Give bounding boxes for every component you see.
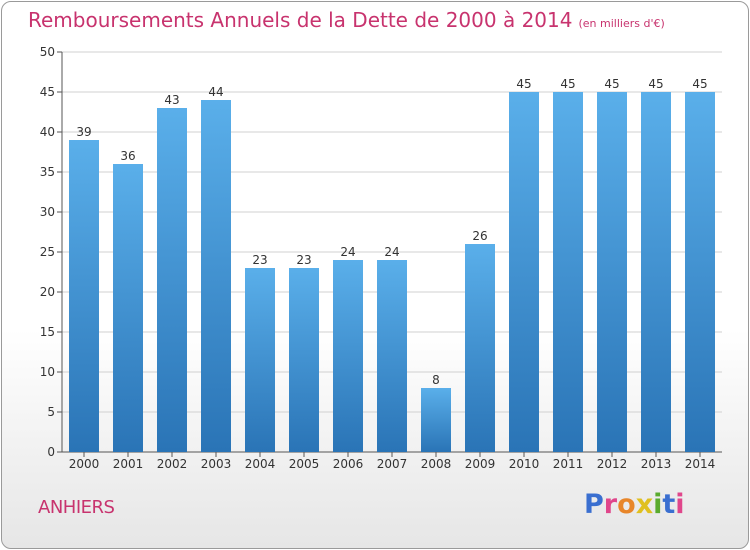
- y-tick-label: 30: [40, 205, 55, 219]
- x-tick-label: 2003: [201, 457, 232, 471]
- logo-letter: t: [662, 489, 676, 520]
- y-tick-label: 20: [40, 285, 55, 299]
- y-tick-label: 0: [47, 445, 55, 459]
- x-tick-label: 2002: [157, 457, 188, 471]
- y-tick-label: 10: [40, 365, 55, 379]
- x-tick-label: 2007: [377, 457, 408, 471]
- x-tick-label: 2013: [641, 457, 672, 471]
- bar-2006: [333, 260, 363, 452]
- x-tick-label: 2012: [597, 457, 628, 471]
- bar-2002: [157, 108, 187, 452]
- logo-letter: i: [675, 489, 685, 520]
- y-tick-label: 35: [40, 165, 55, 179]
- x-tick-label: 2005: [289, 457, 320, 471]
- data-label-2010: 45: [516, 77, 531, 91]
- data-label-2007: 24: [384, 245, 399, 259]
- x-tick-label: 2009: [465, 457, 496, 471]
- bar-2005: [289, 268, 319, 452]
- logo-letter: o: [617, 489, 636, 520]
- y-tick-label: 45: [40, 85, 55, 99]
- data-label-2000: 39: [76, 125, 91, 139]
- y-tick-label: 40: [40, 125, 55, 139]
- data-label-2001: 36: [120, 149, 135, 163]
- data-label-2003: 44: [208, 85, 223, 99]
- x-tick-label: 2011: [553, 457, 584, 471]
- data-label-2008: 8: [432, 373, 440, 387]
- x-tick-label: 2014: [685, 457, 716, 471]
- bar-2001: [113, 164, 143, 452]
- x-tick-label: 2010: [509, 457, 540, 471]
- data-label-2002: 43: [164, 93, 179, 107]
- bar-2000: [69, 140, 99, 452]
- data-label-2006: 24: [340, 245, 355, 259]
- bar-2013: [641, 92, 671, 452]
- y-tick-label: 50: [40, 45, 55, 59]
- logo-letter: i: [653, 489, 663, 520]
- x-tick-label: 2006: [333, 457, 364, 471]
- bar-2014: [685, 92, 715, 452]
- bar-2004: [245, 268, 275, 452]
- commune-name: ANHIERS: [38, 497, 115, 518]
- proxiti-logo: Proxiti: [584, 489, 685, 520]
- chart-title: Remboursements Annuels de la Dette de 20…: [28, 8, 665, 32]
- x-tick-label: 2000: [69, 457, 100, 471]
- data-label-2004: 23: [252, 253, 267, 267]
- logo-letter: r: [603, 489, 618, 520]
- data-label-2013: 45: [648, 77, 663, 91]
- bar-2008: [421, 388, 451, 452]
- data-label-2009: 26: [472, 229, 487, 243]
- bar-2011: [553, 92, 583, 452]
- y-tick-label: 25: [40, 245, 55, 259]
- axes: 0 5 10 15 20 25 30 35 40 45 50 2000 2001 2002 2003 2004…: [40, 45, 722, 471]
- x-tick-label: 2001: [113, 457, 144, 471]
- chart-title-text: Remboursements Annuels de la Dette de 20…: [28, 8, 573, 32]
- bar-2003: [201, 100, 231, 452]
- bar-2007: [377, 260, 407, 452]
- x-tick-label: 2004: [245, 457, 276, 471]
- bar-2009: [465, 244, 495, 452]
- data-label-2012: 45: [604, 77, 619, 91]
- bars: [69, 92, 715, 452]
- data-label-2005: 23: [296, 253, 311, 267]
- logo-letter: P: [584, 489, 604, 520]
- data-labels: 39 36 43 44 23 23 24 24 8 26 45 45 45 45 45: [76, 77, 707, 387]
- y-tick-label: 15: [40, 325, 55, 339]
- chart-subtitle: (en milliers d'€): [578, 17, 665, 30]
- y-tick-label: 5: [47, 405, 55, 419]
- x-tick-label: 2008: [421, 457, 452, 471]
- bar-2012: [597, 92, 627, 452]
- logo-letter: x: [635, 489, 654, 520]
- data-label-2011: 45: [560, 77, 575, 91]
- bar-2010: [509, 92, 539, 452]
- data-label-2014: 45: [692, 77, 707, 91]
